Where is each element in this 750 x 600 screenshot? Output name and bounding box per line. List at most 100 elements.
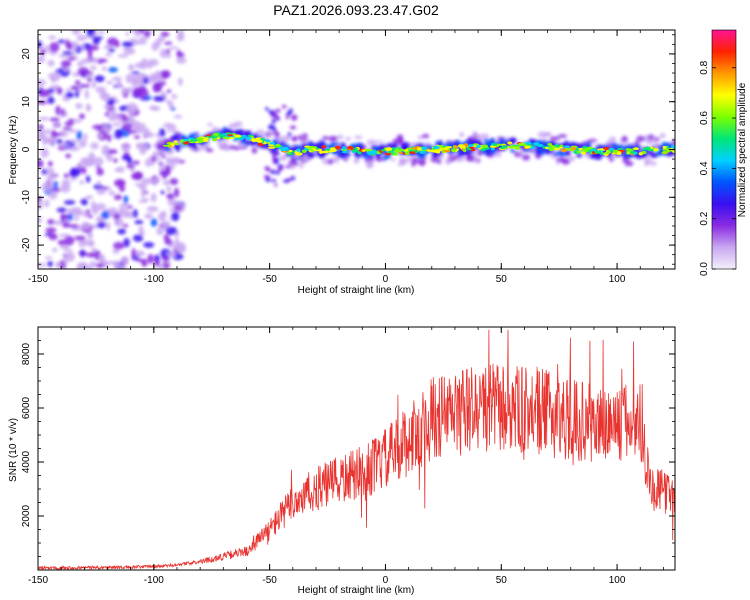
spectrogram-noise-blob [59,183,71,193]
spectrogram-noise-blob [119,203,131,209]
spectrogram-core-blob [353,147,358,151]
spectrogram-noise-blob [75,165,82,169]
spectrogram-core-blob [394,150,402,153]
spectrogram-halo-blob [159,149,165,156]
chart-title: PAZ1.2026.093.23.47.G02 [273,2,439,18]
spectrogram-core-blob [189,141,196,144]
spectrogram-core-blob [481,144,489,149]
spectrogram-core-blob [265,139,271,143]
spectrogram-core-blob [581,151,586,155]
spectrogram-halo-blob [522,154,531,161]
spectrogram-core-blob [480,148,486,152]
spectrogram-noise-blob [38,263,47,267]
spectrogram-noise-blob [112,158,118,163]
spectrogram-core-blob [210,134,216,139]
spectrogram-core-blob [517,142,524,147]
spectrogram-noise-blob [153,95,166,102]
spectrogram-noise-blob [127,130,137,134]
spectrogram-y-tick-label: -10 [21,190,32,205]
spectrogram-ridge-blob [162,147,172,152]
spectrogram-halo-blob [366,161,374,169]
spectrogram-core-blob [321,150,329,154]
spectrogram-x-tick-label: -100 [144,274,164,285]
spectrogram-halo-blob [649,161,657,166]
spectrogram-core-blob [576,150,582,153]
spectrogram-halo-blob [465,154,475,162]
spectrogram-noise-blob [132,234,144,242]
spectrogram-noise-blob [58,143,70,148]
spectrogram-noise-blob [61,108,66,116]
spectrogram-halo-blob [216,140,223,145]
spectrogram-ridge-blob [339,151,347,159]
spectrogram-halo-blob [256,129,265,136]
spectrogram-noise-blob [150,192,157,203]
spectrogram-spike-blob [280,141,285,147]
spectrogram-noise-blob [38,56,46,63]
spectrogram-spike-blob [283,179,290,183]
spectrogram-x-tick-label: -50 [262,274,277,285]
snr-series-line [38,329,675,570]
spectrogram-ridge-blob [386,154,391,160]
spectrogram-noise-blob [142,58,148,62]
spectrogram-core-blob [608,147,615,151]
spectrogram-core-blob [417,147,422,151]
spectrogram-noise-blob [143,30,151,38]
spectrogram-noise-blob [166,186,172,193]
spectrogram-noise-blob [127,86,134,93]
spectrogram-noise-blob [63,200,76,205]
spectrogram-halo-blob [366,139,377,146]
spectrogram-core-blob [267,144,275,147]
spectrogram-core-blob [366,151,373,155]
spectrogram-noise-blob [168,157,178,165]
spectrogram-noise-blob [67,118,75,123]
spectrogram-noise-blob [96,188,106,195]
spectrogram-core-blob [367,148,372,152]
spectrogram-noise-blob [38,159,44,168]
spectrogram-noise-blob [78,139,87,148]
spectrogram-core-blob [398,151,403,154]
spectrogram-noise-blob [113,241,125,250]
spectrogram-core-blob [524,145,530,149]
spectrogram-core-blob [212,138,217,142]
spectrogram-noise-blob [137,88,149,99]
spectrogram-core-blob [442,147,449,150]
spectrogram-halo-blob [206,122,213,127]
spectrogram-noise-blob [57,239,67,246]
spectrogram-noise-blob [90,142,99,150]
spectrogram-noise-blob [63,173,69,179]
spectrogram-noise-blob [166,251,177,258]
spectrogram-ridge-blob [340,142,346,146]
spectrogram-ridge-blob [622,155,628,159]
spectrogram-noise-blob [80,221,91,230]
spectrogram-noise-blob [137,79,143,85]
spectrogram-halo-blob [459,132,465,138]
colorbar-tick-label: 0.6 [699,111,710,125]
spectrogram-noise-blob [48,190,58,200]
spectrogram-noise-blob [107,133,112,143]
spectrogram-y-tick-label: 10 [21,96,32,108]
spectrogram-noise-blob [144,158,152,168]
spectrogram-spike-blob [291,164,296,170]
spectrogram-core-blob [563,145,570,148]
spectrogram-core-blob [525,141,532,145]
spectrogram-noise-blob [130,71,141,75]
spectrogram-noise-blob [163,222,170,227]
spectrogram-noise-blob [132,171,144,181]
spectrogram-core-blob [490,147,495,151]
spectrogram-halo-blob [567,156,576,160]
spectrogram-halo-blob [336,134,344,140]
spectrogram-noise-blob [85,175,91,183]
spectrogram-noise-blob [108,67,118,73]
spectrogram-core-blob [532,142,540,146]
spectrogram-noise-blob [72,47,78,51]
spectrogram-core-blob [321,145,327,149]
spectrogram-ridge-blob [510,148,516,153]
spectrogram-noise-blob [91,36,104,40]
spectrogram-halo-blob [233,146,240,151]
spectrogram-ridge-blob [656,145,663,149]
spectrogram-noise-blob [38,100,48,105]
spectrogram-noise-blob [126,164,135,169]
spectrogram-noise-blob [66,42,73,51]
spectrogram-halo-blob [222,144,231,150]
spectrogram-core-blob [393,152,398,156]
